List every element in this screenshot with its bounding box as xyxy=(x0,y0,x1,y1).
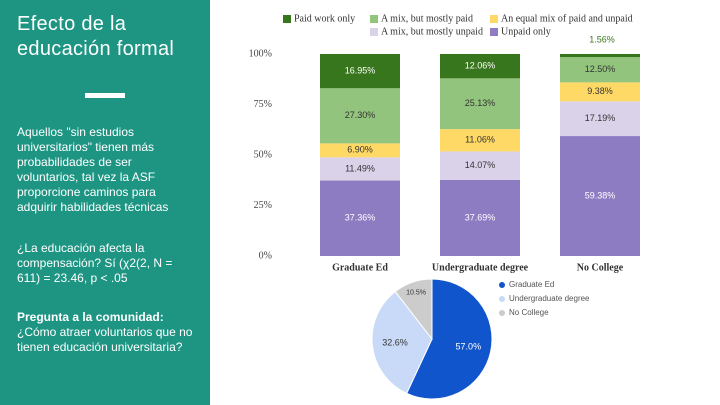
bar-segment xyxy=(320,157,400,181)
bar-segment xyxy=(560,53,640,58)
bar-segment xyxy=(560,136,640,256)
pie-slice xyxy=(394,278,433,341)
legend-label: Graduate Ed xyxy=(509,280,554,289)
legend-label: Paid work only xyxy=(294,13,355,24)
pie-label: 32.6% xyxy=(382,338,408,348)
value-label: 12.50% xyxy=(585,64,616,74)
bar-segment xyxy=(440,78,520,130)
legend-swatch xyxy=(499,310,505,316)
question-heading: Pregunta a la comunidad: xyxy=(17,310,164,324)
value-label: 27.30% xyxy=(345,110,376,120)
question: ¿Cómo atraer voluntarios que no tienen e… xyxy=(17,325,193,354)
value-label: 14.07% xyxy=(465,160,496,170)
legend-label: Undergraduate degree xyxy=(509,294,590,303)
bar-segment xyxy=(320,143,400,158)
bar-segment xyxy=(440,53,520,79)
value-label: 37.36% xyxy=(345,213,376,223)
value-label: 17.19% xyxy=(585,113,616,123)
value-label: 16.95% xyxy=(345,65,376,75)
y-tick-label: 100% xyxy=(249,48,272,59)
paragraph: Aquellos "sin estudios universitarios" t… xyxy=(17,125,169,214)
bar-segment xyxy=(560,101,640,137)
bar-segment xyxy=(440,129,520,152)
bar-segment xyxy=(560,57,640,83)
legend-swatch xyxy=(499,296,505,302)
legend-swatch xyxy=(283,15,291,23)
title-underline xyxy=(85,93,125,98)
x-tick-label: Graduate Ed xyxy=(332,262,388,273)
legend-swatch xyxy=(370,15,378,23)
y-tick-label: 25% xyxy=(254,200,272,211)
legend-label: A mix, but mostly unpaid xyxy=(381,26,483,37)
x-tick-label: No College xyxy=(577,262,624,273)
pie-slice xyxy=(371,290,433,395)
bar-segment xyxy=(440,151,520,180)
legend-label: An equal mix of paid and unpaid xyxy=(501,13,633,24)
y-tick-label: 0% xyxy=(259,250,272,261)
side-panel: Efecto de la educación formal Aquellos "… xyxy=(0,0,210,405)
legend-swatch xyxy=(499,282,505,288)
legend-label: Unpaid only xyxy=(501,26,551,37)
value-label: 6.90% xyxy=(347,145,373,155)
legend-label: No College xyxy=(509,308,549,317)
value-label: 11.06% xyxy=(465,135,495,145)
legend-swatch xyxy=(490,28,498,36)
value-label: 59.38% xyxy=(585,190,616,200)
value-label: 9.38% xyxy=(587,86,613,96)
legend-label: A mix, but mostly paid xyxy=(381,13,473,24)
y-tick-label: 75% xyxy=(254,99,272,110)
value-label: 25.13% xyxy=(465,98,496,108)
bar-segment xyxy=(320,54,400,89)
bar-segment xyxy=(560,82,640,102)
value-label: 1.56% xyxy=(589,34,615,44)
slide-title: Efecto de la educación formal xyxy=(17,13,175,60)
bar-segment xyxy=(320,180,400,256)
legend-swatch xyxy=(370,28,378,36)
legend-swatch xyxy=(490,15,498,23)
bar-segment xyxy=(440,179,520,256)
pie-label: 10.5% xyxy=(406,289,426,296)
pie-slice xyxy=(405,278,493,400)
paragraph: ¿La educación afecta la compensación? Sí… xyxy=(17,241,173,285)
value-label: 12.06% xyxy=(465,61,496,71)
bar-segment xyxy=(320,88,400,144)
value-label: 37.69% xyxy=(465,212,496,222)
y-tick-label: 50% xyxy=(254,149,272,160)
x-tick-label: Undergraduate degree xyxy=(432,262,529,273)
value-label: 11.49% xyxy=(345,163,375,173)
pie-label: 57.0% xyxy=(456,341,482,351)
